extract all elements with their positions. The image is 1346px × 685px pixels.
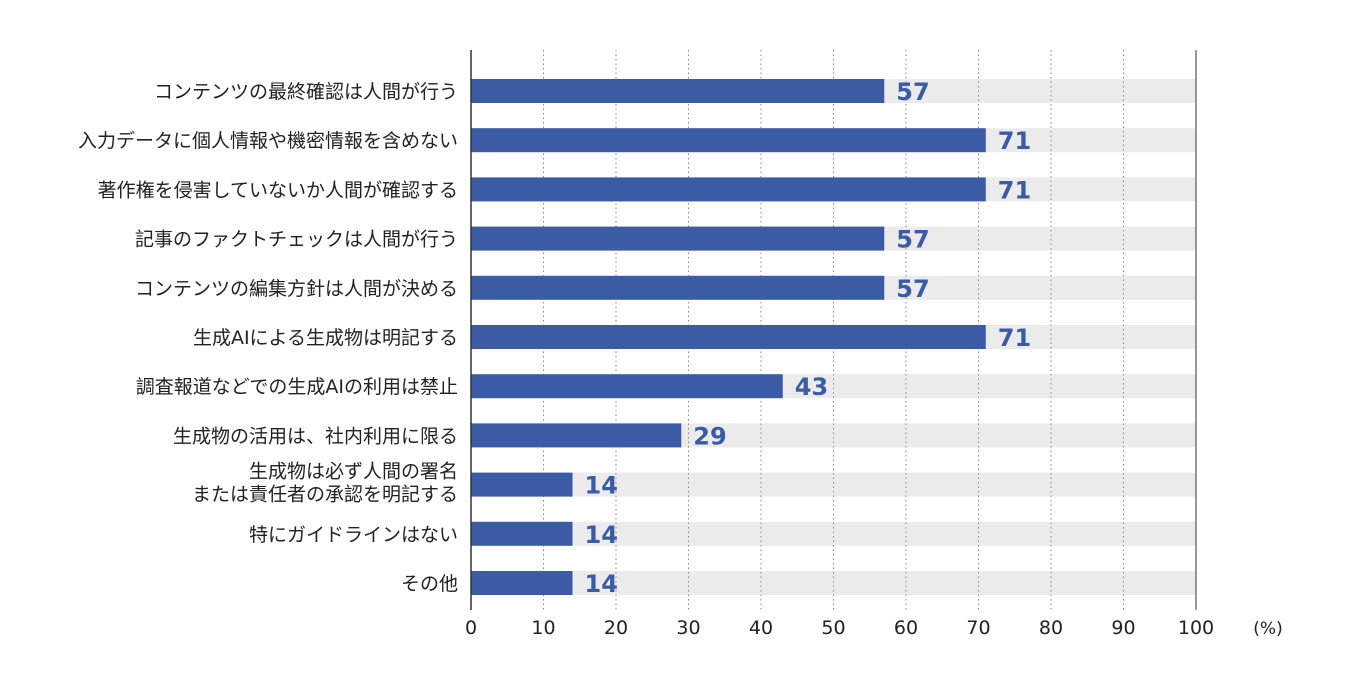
x-tick-label: 80 <box>1039 617 1063 639</box>
category-label: 生成物の活用は、社内利用に限る <box>173 425 458 447</box>
value-label: 57 <box>896 226 929 254</box>
category-label: 生成AIによる生成物は明記する <box>193 327 458 349</box>
bar <box>471 275 885 300</box>
x-tick-label: 40 <box>749 617 773 639</box>
value-label: 71 <box>998 127 1031 155</box>
value-label: 43 <box>795 373 828 401</box>
bar <box>471 472 573 497</box>
category-label-line: または責任者の承認を明記する <box>192 484 458 506</box>
x-tick-label: 100 <box>1178 617 1214 639</box>
category-label: コンテンツの編集方針は人間が決める <box>135 278 458 300</box>
bar <box>471 177 986 202</box>
category-label: 著作権を侵害していないか人間が確認する <box>98 179 458 201</box>
bar <box>471 374 783 399</box>
bar-track <box>471 472 1196 497</box>
category-label: その他 <box>401 573 458 595</box>
category-label: 特にガイドラインはない <box>249 524 458 546</box>
category-label: 記事のファクトチェックは人間が行う <box>135 229 458 251</box>
value-label: 14 <box>585 472 618 500</box>
bar <box>471 79 885 103</box>
x-tick-label: 20 <box>604 617 628 639</box>
value-label: 14 <box>585 521 618 549</box>
x-tick-label: 90 <box>1111 617 1135 639</box>
value-label: 71 <box>998 324 1031 352</box>
x-tick-label: 10 <box>531 617 555 639</box>
bar <box>471 423 682 448</box>
bar <box>471 571 573 595</box>
bar <box>471 128 986 153</box>
bars <box>471 79 986 595</box>
category-label: 生成物は必ず人間の署名または責任者の承認を明記する <box>192 461 458 506</box>
bar <box>471 226 885 251</box>
value-label: 14 <box>585 570 618 598</box>
bar-track <box>471 521 1196 546</box>
x-tick-label: 50 <box>821 617 845 639</box>
value-label: 29 <box>693 422 726 450</box>
bar <box>471 325 986 349</box>
category-label: 入力データに個人情報や機密情報を含めない <box>78 130 458 152</box>
bar <box>471 521 573 546</box>
category-label-line: 生成物は必ず人間の署名 <box>249 461 458 483</box>
value-labels: 57 71 71 57 57 71 43 29 14 14 14 <box>585 78 1032 598</box>
x-tick-labels: 0 10 20 30 40 50 60 70 80 90 100 <box>465 617 1214 639</box>
value-label: 57 <box>896 275 929 303</box>
x-tick-label: 70 <box>966 617 990 639</box>
x-axis-unit: (%) <box>1253 619 1282 639</box>
category-labels: コンテンツの最終確認は人間が行う入力データに個人情報や機密情報を含めない著作権を… <box>78 81 458 595</box>
x-tick-label: 60 <box>894 617 918 639</box>
x-tick-label: 0 <box>465 617 477 639</box>
category-label: 調査報道などでの生成AIの利用は禁止 <box>136 376 458 398</box>
x-tick-label: 30 <box>676 617 700 639</box>
value-label: 71 <box>998 176 1031 204</box>
category-label: コンテンツの最終確認は人間が行う <box>154 81 458 103</box>
value-label: 57 <box>896 78 929 106</box>
